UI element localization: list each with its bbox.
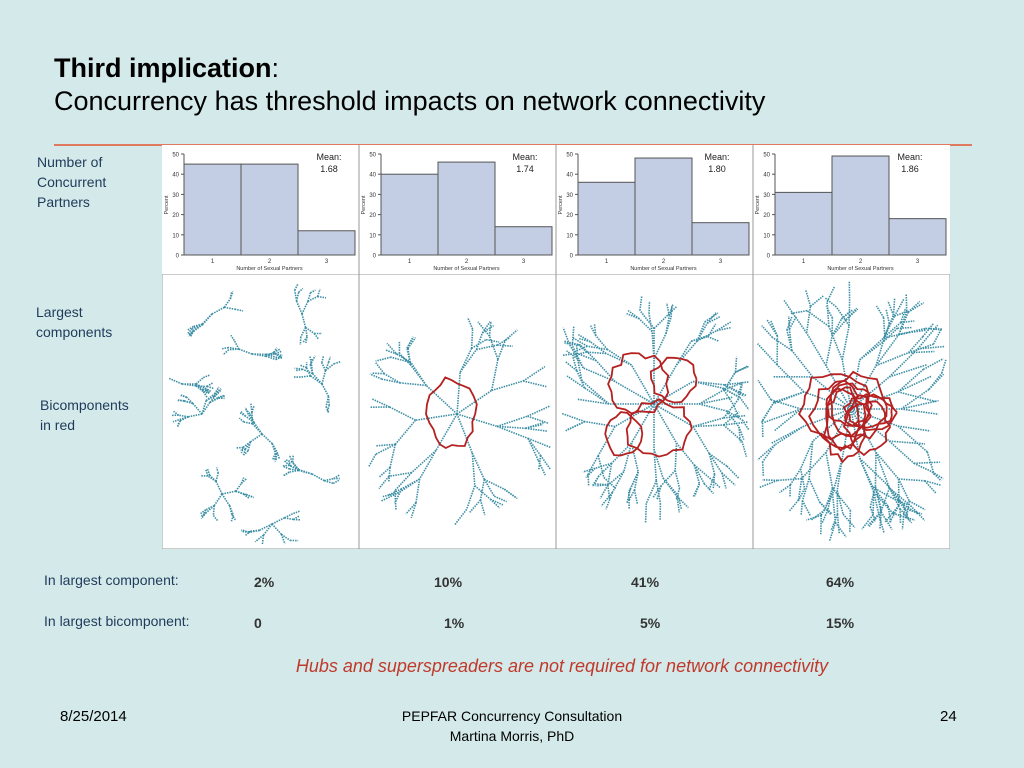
component-value-4: 64% (826, 574, 855, 590)
y-axis-label: Percent (361, 195, 367, 214)
x-tick-label: 3 (522, 259, 526, 265)
component-value-3: 41% (631, 574, 660, 590)
page-number: 24 (940, 708, 957, 725)
y-tick-label: 40 (763, 173, 770, 179)
y-tick-label: 30 (763, 193, 770, 199)
mean-value: 1.86 (901, 164, 919, 174)
histogram-2: 0 10 20 30 40 50 Percent 1 2 3 Number of Sexual Pa… (358, 145, 553, 274)
bicomponent-value-2: 1% (444, 615, 465, 631)
mean-label: Mean: (316, 152, 341, 162)
x-axis-label: Number of Sexual Partners (433, 266, 500, 272)
y-tick-label: 50 (172, 153, 179, 159)
bicomponent-value-3: 5% (640, 615, 661, 631)
histogram-1: 0 10 20 30 40 50 Percent 1 2 3 Number of Sexual Pa… (164, 152, 356, 272)
y-tick-label: 10 (566, 233, 573, 239)
x-tick-label: 2 (662, 259, 666, 265)
x-tick-label: 2 (268, 259, 272, 265)
mean-value: 1.80 (708, 164, 726, 174)
mean-label: Mean: (512, 152, 537, 162)
y-tick-label: 50 (369, 153, 376, 159)
x-tick-label: 3 (916, 259, 920, 265)
x-tick-label: 3 (719, 259, 723, 265)
figure-panel: 0 10 20 30 40 50 Percent 1 2 3 Number of Sexual Pa… (162, 145, 950, 549)
bar-3 (297, 230, 356, 256)
y-tick-label: 10 (172, 233, 179, 239)
network-panel-3 (561, 295, 750, 523)
network-row (162, 274, 950, 549)
y-tick-label: 20 (763, 213, 770, 219)
y-tick-label: 50 (566, 153, 573, 159)
y-tick-label: 20 (369, 213, 376, 219)
title-colon: : (271, 53, 280, 83)
y-tick-label: 30 (369, 193, 376, 199)
y-tick-label: 30 (172, 193, 179, 199)
bicomponent-value-1: 0 (254, 615, 262, 631)
bar-2 (634, 157, 693, 256)
mean-label: Mean: (704, 152, 729, 162)
label-largest-components: Largest components (36, 304, 113, 340)
bar-1 (183, 163, 242, 256)
histogram-3: 0 10 20 30 40 50 Percent 1 2 3 Number of Sexual Pa… (555, 145, 750, 274)
y-tick-label: 20 (172, 213, 179, 219)
y-tick-label: 0 (176, 254, 180, 260)
y-tick-label: 0 (373, 254, 377, 260)
label-bicomponents: Bicomponents in red (40, 397, 129, 433)
y-tick-label: 40 (369, 173, 376, 179)
row-label-component: In largest component: (44, 572, 179, 588)
x-tick-label: 1 (211, 259, 215, 265)
title-subtitle: Concurrency has threshold impacts on net… (54, 86, 766, 116)
x-axis-label: Number of Sexual Partners (630, 266, 697, 272)
y-tick-label: 50 (763, 153, 770, 159)
network-panel-4 (757, 281, 947, 542)
mean-value: 1.68 (320, 164, 338, 174)
histogram-4: 0 10 20 30 40 50 Percent 1 2 3 Number of Sexual Pa… (752, 145, 947, 274)
x-tick-label: 2 (465, 259, 469, 265)
x-tick-label: 1 (408, 259, 412, 265)
x-tick-label: 1 (802, 259, 806, 265)
y-axis-label: Percent (558, 195, 564, 214)
footer-credit: PEPFAR Concurrency Consultation Martina … (401, 708, 623, 744)
mean-value: 1.74 (516, 164, 534, 174)
y-tick-label: 20 (566, 213, 573, 219)
mean-label: Mean: (897, 152, 922, 162)
y-tick-label: 40 (566, 173, 573, 179)
bar-3 (691, 222, 750, 256)
y-axis-label: Percent (755, 195, 761, 214)
bar-1 (577, 181, 636, 256)
label-concurrent-partners: Number of Concurrent Partners (37, 154, 107, 210)
x-tick-label: 3 (325, 259, 329, 265)
x-tick-label: 2 (859, 259, 863, 265)
x-tick-label: 1 (605, 259, 609, 265)
footer-date: 8/25/2014 (60, 708, 127, 725)
component-value-2: 10% (434, 574, 463, 590)
bar-2 (831, 155, 890, 256)
y-tick-label: 0 (570, 254, 574, 260)
network-panel-1 (168, 283, 341, 545)
y-tick-label: 0 (767, 254, 771, 260)
bar-3 (494, 226, 553, 256)
y-tick-label: 10 (369, 233, 376, 239)
x-axis-label: Number of Sexual Partners (236, 266, 303, 272)
hubs-note: Hubs and superspreaders are not required… (295, 656, 829, 676)
y-tick-label: 40 (172, 173, 179, 179)
bar-3 (888, 218, 947, 256)
x-axis-label: Number of Sexual Partners (827, 266, 894, 272)
y-tick-label: 10 (763, 233, 770, 239)
component-value-1: 2% (254, 574, 275, 590)
slide-title: Third implication: Concurrency has thres… (54, 52, 765, 118)
bicomponent-value-4: 15% (826, 615, 855, 631)
network-panel-2 (368, 317, 552, 526)
bar-1 (774, 191, 833, 256)
y-tick-label: 30 (566, 193, 573, 199)
title-bold: Third implication (54, 53, 272, 83)
bar-2 (437, 161, 496, 256)
bar-2 (240, 163, 299, 256)
bar-1 (380, 173, 439, 256)
y-axis-label: Percent (164, 195, 170, 214)
row-label-bicomponent: In largest bicomponent: (44, 613, 190, 629)
